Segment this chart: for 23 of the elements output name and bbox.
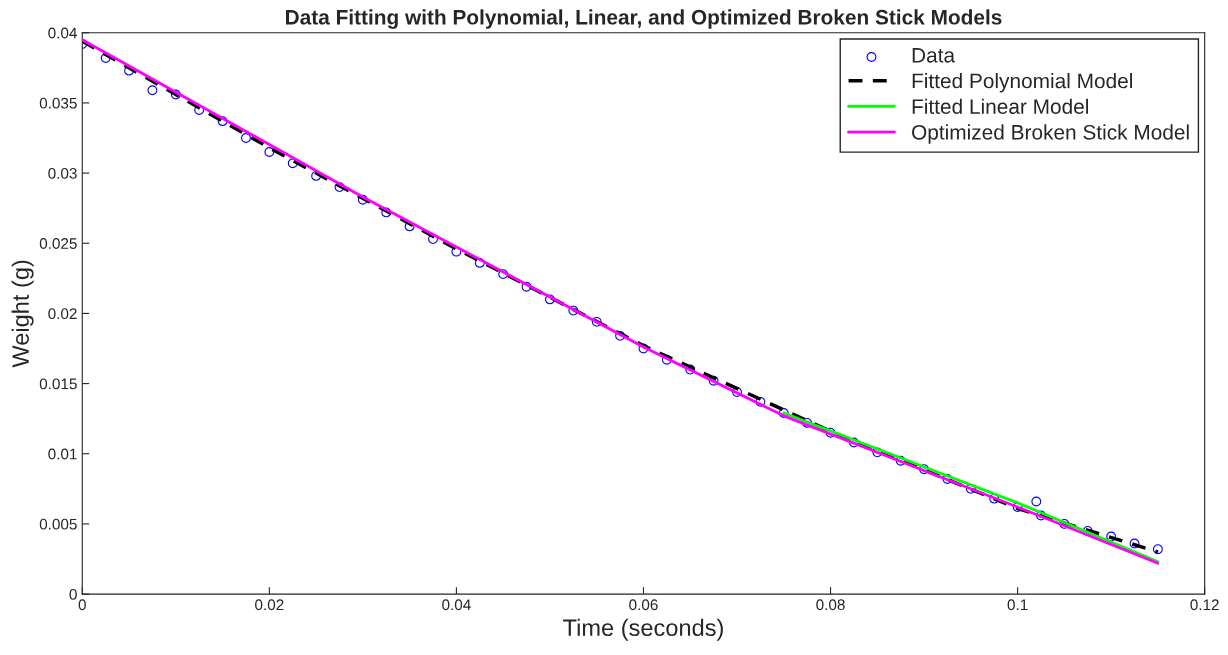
x-axis-title: Time (seconds) [563, 618, 723, 641]
x-tick-label: 0.04 [442, 599, 471, 611]
legend-label: Optimized Broken Stick Model [912, 124, 1189, 144]
y-tick-label: 0.015 [39, 378, 77, 390]
y-tick-label: 0.01 [48, 448, 77, 460]
x-tick-label: 0.06 [629, 599, 658, 611]
x-tick-label: 0.02 [255, 599, 284, 611]
chart-title: Data Fitting with Polynomial, Linear, and Optimized Broken Stick Models [286, 9, 1002, 29]
legend-label: Data [912, 48, 956, 63]
y-tick-label: 0.04 [48, 27, 77, 39]
y-tick-label: 0.025 [39, 238, 77, 249]
legend-label: Fitted Polynomial Model [912, 73, 1132, 93]
y-tick-label: 0 [69, 588, 77, 600]
y-tick-label: 0.005 [39, 518, 77, 530]
y-tick-label: 0.02 [48, 308, 77, 320]
x-tick-label: 0.1 [1007, 599, 1028, 611]
y-tick-label: 0.03 [48, 167, 77, 179]
y-axis-title: Weight (g) [11, 260, 34, 368]
legend-label: Fitted Linear Model [912, 98, 1088, 114]
x-tick-label: 0.12 [1190, 599, 1219, 611]
x-tick-label: 0.08 [816, 599, 845, 611]
x-tick-label: 0 [78, 599, 86, 611]
y-tick-label: 0.035 [39, 97, 77, 109]
